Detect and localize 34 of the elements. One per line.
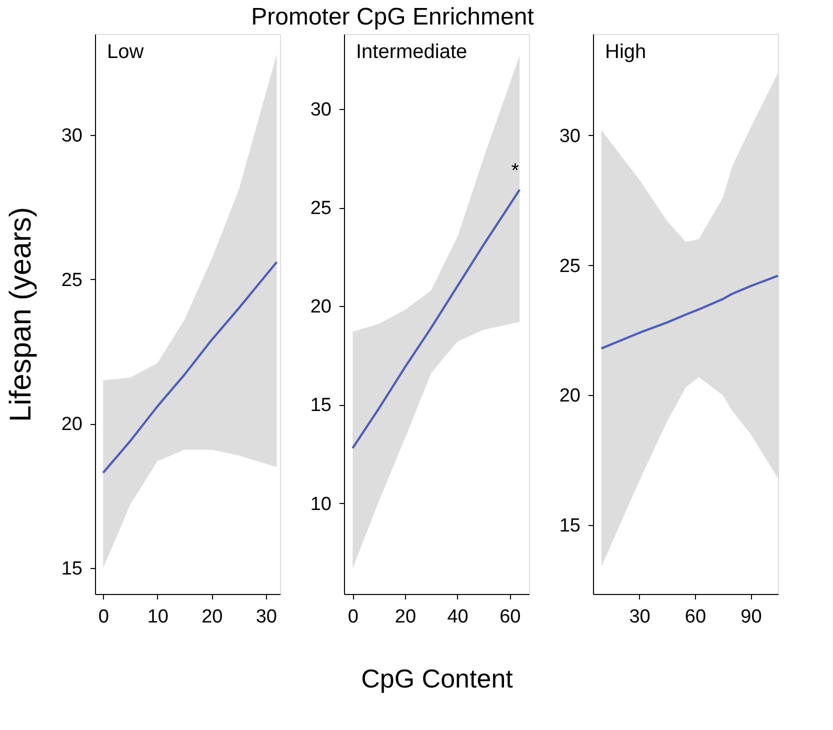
line-series (600, 274, 780, 350)
x-tick-label: 90 (740, 606, 762, 628)
y-axis-title: Lifespan (years) (4, 206, 38, 422)
text: Promoter CpG Enrichment (251, 4, 534, 30)
y-tick-label: 15 (61, 558, 82, 580)
y-tick-label: 15 (559, 516, 580, 537)
y-tick-label: 10 (310, 494, 332, 515)
x-tick-label: 30 (256, 606, 277, 628)
y-tick-label: 25 (310, 198, 332, 220)
x-tick-label: 10 (147, 606, 168, 628)
x-tick-label: 20 (202, 606, 223, 628)
chart-title: Low (107, 41, 144, 63)
chart-title: High (605, 41, 646, 63)
y-tick-label: 25 (559, 256, 580, 277)
line-series (102, 260, 278, 474)
x-tick-label: 60 (684, 606, 706, 628)
y-tick-label: 30 (61, 126, 82, 147)
y-tick-label: 25 (61, 270, 82, 291)
y-tick-label: 20 (559, 386, 580, 407)
x-tick-label: 0 (348, 606, 358, 628)
x-tick-label: 0 (98, 606, 109, 628)
y-tick-label: 20 (61, 414, 82, 436)
y-tick-label: 30 (310, 99, 332, 120)
x-tick-label: 20 (394, 606, 416, 628)
annotation: * (511, 160, 520, 182)
x-tick-label: 30 (629, 606, 650, 628)
chart-title: Intermediate (356, 41, 468, 63)
y-tick-label: 15 (310, 395, 332, 416)
y-tick-label: 30 (559, 126, 580, 147)
x-tick-label: 60 (500, 606, 521, 628)
y-tick-label: 20 (310, 296, 332, 318)
x-axis-title: CpG Content (361, 664, 514, 694)
x-tick-label: 40 (447, 606, 468, 628)
line-series (352, 188, 521, 450)
